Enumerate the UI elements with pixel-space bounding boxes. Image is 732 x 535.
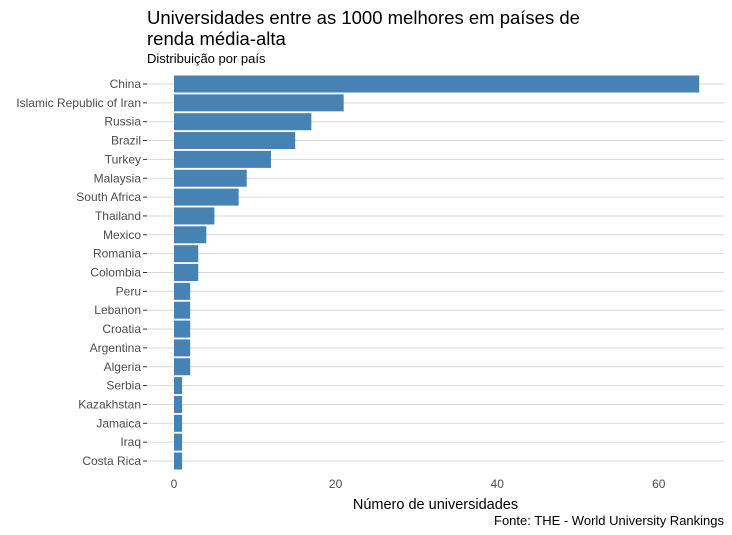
y-tick-label: Peru [116,284,141,298]
x-tick-label: 20 [329,477,343,491]
y-tick-label: Iraq [120,435,141,449]
y-tick-label: Croatia [102,322,141,336]
y-tick-label: Lebanon [94,303,141,317]
chart-subtitle: Distribuição por país [147,51,266,66]
bar-lebanon [174,301,191,319]
x-tick-label: 60 [652,477,666,491]
bar-serbia [174,377,183,395]
bar-argentina [174,339,191,357]
x-axis: 0 20 40 60 [171,477,666,491]
bar-croatia [174,320,191,338]
y-tick-label: Kazakhstan [78,397,141,411]
bar-brazil [174,132,296,150]
chart-caption: Fonte: THE - World University Rankings [494,513,724,528]
x-axis-label: Número de universidades [353,497,518,513]
y-axis: China Islamic Republic of Iran Russia Brazi… [16,77,147,468]
y-tick-label: Costa Rica [82,454,141,468]
y-tick-label: Mexico [103,228,141,242]
bar-iraq [174,433,183,451]
bar-south-africa [174,188,239,206]
x-tick-label: 0 [171,477,178,491]
bar-thailand [174,207,215,225]
y-tick-label: Algeria [104,360,142,374]
y-tick-label: China [110,77,142,91]
y-tick-label: Colombia [90,266,141,280]
bar-costa-rica [174,452,183,470]
gridlines [147,83,724,462]
bar-russia [174,113,312,131]
bar-kazakhstan [174,395,183,413]
x-tick-label: 40 [491,477,505,491]
bar-islamic-republic-of-iran [174,94,344,112]
bar-mexico [174,226,207,244]
y-tick-label: Islamic Republic of Iran [16,96,141,110]
y-tick-label: Turkey [105,152,141,166]
y-tick-label: Russia [104,115,141,129]
bars [174,75,700,470]
y-tick-label: Jamaica [96,416,141,430]
bar-colombia [174,264,199,281]
y-tick-label: Serbia [106,379,141,393]
y-tick-label: Brazil [111,134,141,148]
y-tick-label: Argentina [90,341,142,355]
bar-china [174,75,700,93]
bar-peru [174,282,191,300]
y-tick-label: South Africa [76,190,141,204]
bar-romania [174,245,199,263]
y-tick-label: Malaysia [94,171,142,185]
bar-turkey [174,150,271,168]
bar-jamaica [174,414,183,432]
chart-title: Universidades entre as 1000 melhores em … [147,7,580,49]
y-tick-label: Thailand [95,209,141,223]
bar-malaysia [174,169,247,187]
bar-algeria [174,358,191,376]
y-tick-label: Romania [93,247,141,261]
